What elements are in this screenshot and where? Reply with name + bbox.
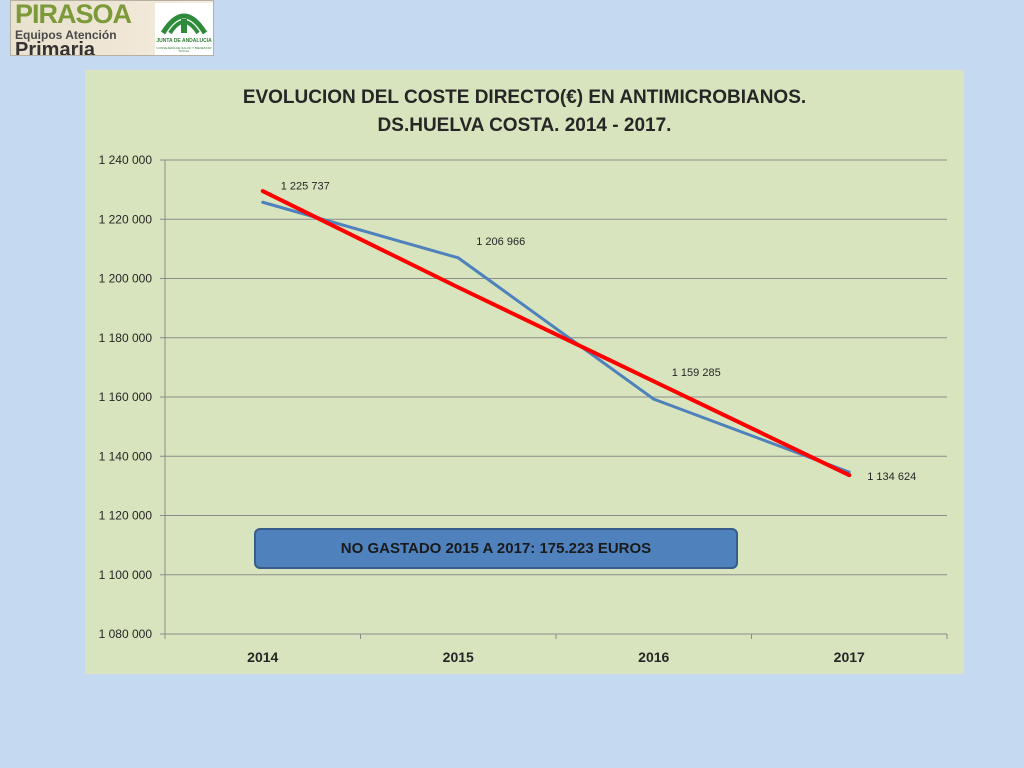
unspent-note-box: NO GASTADO 2015 A 2017: 175.223 EUROS bbox=[254, 528, 738, 569]
logo-line2: Equipos Atención bbox=[15, 28, 117, 42]
y-tick-label: 1 240 000 bbox=[99, 153, 153, 167]
data-point bbox=[652, 397, 656, 401]
data-point bbox=[456, 256, 460, 260]
data-label: 1 159 285 bbox=[672, 367, 721, 379]
junta-emblem-icon bbox=[160, 13, 208, 35]
y-tick-label: 1 200 000 bbox=[99, 272, 153, 286]
logo-line3: Primaria bbox=[15, 39, 96, 56]
data-label: 1 206 966 bbox=[476, 236, 525, 248]
junta-andalucia-logo: JUNTA DE ANDALUCIA CONSEJERÍA DE SALUD Y… bbox=[155, 3, 213, 55]
junta-text: JUNTA DE ANDALUCIA bbox=[156, 38, 212, 44]
y-tick-label: 1 220 000 bbox=[99, 212, 153, 226]
x-tick-label: 2015 bbox=[443, 649, 474, 665]
junta-subtext: CONSEJERÍA DE SALUD Y BIENESTAR SOCIAL bbox=[156, 46, 212, 53]
series-line-coste bbox=[262, 200, 850, 474]
pirasoa-logo: PIRASOA Equipos Atención Primaria JUNTA … bbox=[10, 0, 214, 56]
y-tick-label: 1 180 000 bbox=[99, 331, 153, 345]
logo-text: PIRASOA Equipos Atención Primaria bbox=[15, 0, 132, 56]
chart-title-line1: EVOLUCION DEL COSTE DIRECTO(€) EN ANTIMI… bbox=[242, 87, 807, 108]
data-label: 1 134 624 bbox=[867, 471, 916, 483]
line-chart: 1 080 000 1 100 000 1 120 000 1 140 000 1 16… bbox=[99, 153, 948, 665]
chart-panel: EVOLUCION DEL COSTE DIRECTO(€) EN ANTIMI… bbox=[85, 70, 964, 674]
y-tick-label: 1 100 000 bbox=[99, 568, 153, 582]
data-point bbox=[261, 200, 265, 204]
trendline bbox=[260, 189, 852, 478]
y-tick-label: 1 140 000 bbox=[99, 449, 153, 463]
data-label: 1 225 737 bbox=[281, 180, 330, 192]
y-tick-label: 1 080 000 bbox=[99, 627, 153, 641]
chart-title: EVOLUCION DEL COSTE DIRECTO(€) EN ANTIMI… bbox=[85, 84, 964, 140]
x-tick-label: 2016 bbox=[638, 649, 669, 665]
logo-line1: PIRASOA bbox=[15, 0, 132, 29]
y-tick-label: 1 120 000 bbox=[99, 509, 153, 523]
chart-title-line2: DS.HUELVA COSTA. 2014 - 2017. bbox=[377, 115, 672, 136]
x-tick-label: 2017 bbox=[834, 649, 865, 665]
x-tick-label: 2014 bbox=[247, 649, 278, 665]
y-tick-label: 1 160 000 bbox=[99, 390, 153, 404]
